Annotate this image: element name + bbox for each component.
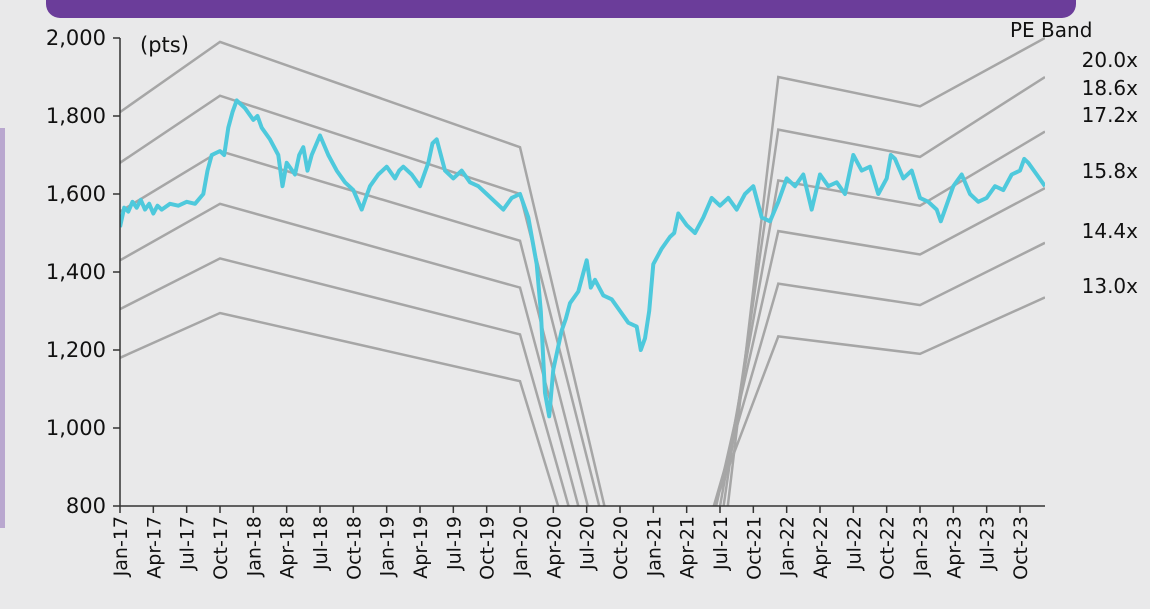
x-tick-label: Jan-20 bbox=[510, 516, 532, 577]
y-tick-label: 1,000 bbox=[46, 416, 106, 440]
x-tick-label: Apr-22 bbox=[810, 516, 832, 579]
x-tick-label: Apr-19 bbox=[410, 516, 432, 579]
band-line-3 bbox=[120, 186, 1045, 506]
band-label-3: 15.8x bbox=[1082, 159, 1139, 183]
side-accent-rule bbox=[0, 128, 5, 528]
x-tick-label: Jul-23 bbox=[977, 516, 999, 571]
x-tick-label: Jul-19 bbox=[443, 516, 465, 571]
x-tick-label: Oct-22 bbox=[877, 516, 899, 580]
x-tick-label: Jan-22 bbox=[777, 516, 799, 577]
x-tick-label: Apr-18 bbox=[277, 516, 299, 579]
band-label-5: 13.0x bbox=[1082, 274, 1139, 298]
x-tick-label: Apr-17 bbox=[143, 516, 165, 579]
x-tick-label: Oct-21 bbox=[743, 516, 765, 580]
x-tick-label: Oct-20 bbox=[610, 516, 632, 580]
band-label-0: 20.0x bbox=[1082, 48, 1139, 72]
x-tick-label: Oct-23 bbox=[1010, 516, 1032, 580]
band-line-2 bbox=[120, 130, 1045, 506]
x-tick-label: Apr-21 bbox=[677, 516, 699, 579]
index-line bbox=[120, 98, 1045, 419]
band-line-5 bbox=[120, 296, 1045, 506]
band-label-4: 14.4x bbox=[1082, 219, 1139, 243]
x-tick-label: Oct-17 bbox=[210, 516, 232, 580]
x-tick-label: Jul-21 bbox=[710, 516, 732, 571]
x-tick-label: Jul-22 bbox=[843, 516, 865, 571]
x-tick-label: Jan-18 bbox=[243, 516, 265, 577]
index-series bbox=[120, 98, 1045, 419]
y-tick-label: 1,600 bbox=[46, 182, 106, 206]
x-tick-label: Jul-18 bbox=[310, 516, 332, 571]
y-tick-label: 1,400 bbox=[46, 260, 106, 284]
x-tick-label: Apr-20 bbox=[543, 516, 565, 579]
y-tick-label: 1,800 bbox=[46, 104, 106, 128]
x-tick-label: Apr-23 bbox=[943, 516, 965, 579]
band-line-1 bbox=[120, 75, 1045, 506]
x-tick-label: Jan-19 bbox=[377, 516, 399, 577]
y-tick-label: 800 bbox=[66, 494, 106, 518]
x-tick-label: Jul-17 bbox=[177, 516, 199, 571]
band-label-2: 17.2x bbox=[1082, 103, 1139, 127]
pe-band-lines bbox=[120, 36, 1045, 506]
x-tick-label: Oct-19 bbox=[477, 516, 499, 580]
y-tick-label: 2,000 bbox=[46, 26, 106, 50]
band-line-0 bbox=[120, 36, 1045, 506]
band-label-1: 18.6x bbox=[1082, 76, 1139, 100]
band-legend-title: PE Band bbox=[1010, 18, 1092, 42]
x-tick-label: Jan-23 bbox=[910, 516, 932, 577]
y-tick-labels: 2,000 1,800 1,600 1,400 1,200 1,000 800 bbox=[46, 26, 120, 518]
band-labels: 20.0x 18.6x 17.2x 15.8x 14.4x 13.0x bbox=[1082, 48, 1139, 298]
y-tick-label: 1,200 bbox=[46, 338, 106, 362]
y-unit-label: (pts) bbox=[140, 33, 189, 57]
x-tick-labels: Jan-17 Apr-17 Jul-17 Oct-17 Jan-18 Apr-18 Jul-… bbox=[110, 506, 1032, 580]
header-bar bbox=[46, 0, 1076, 18]
band-line-4 bbox=[120, 241, 1045, 506]
x-tick-label: Jan-21 bbox=[643, 516, 665, 577]
x-tick-label: Jul-20 bbox=[577, 516, 599, 571]
x-tick-label: Jan-17 bbox=[110, 516, 132, 577]
x-tick-label: Oct-18 bbox=[343, 516, 365, 580]
